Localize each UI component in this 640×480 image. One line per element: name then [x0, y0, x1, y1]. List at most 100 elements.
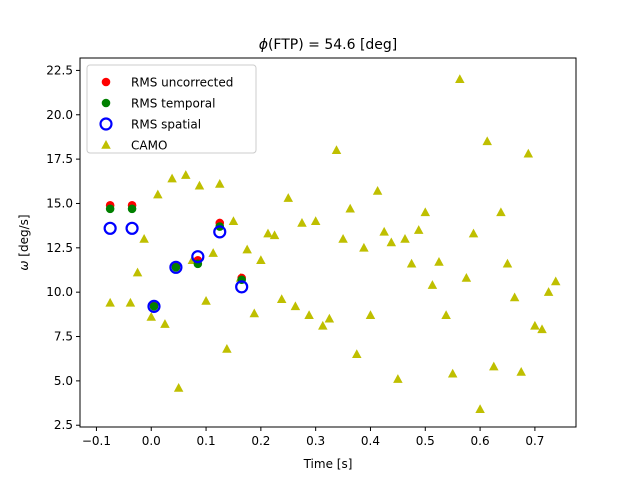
legend: RMS uncorrected RMS temporal RMS spatial CA… — [86, 64, 257, 154]
plot-marks — [103, 74, 561, 414]
title-symbol: ϕ — [259, 37, 268, 53]
point-camo — [345, 203, 355, 213]
y-tick-label: 2.5 — [54, 418, 73, 432]
y-tick-label: 5.0 — [54, 374, 73, 388]
legend-marker-rms-temporal — [101, 98, 111, 108]
x-tick-label: 0.1 — [197, 434, 216, 448]
point-camo — [359, 242, 369, 252]
y-tick-label: 15.0 — [46, 196, 73, 210]
point-camo — [475, 404, 485, 414]
point-camo — [242, 244, 252, 254]
x-tick-label: 0.0 — [142, 434, 161, 448]
point-camo — [105, 297, 115, 307]
legend-box — [86, 64, 257, 154]
point-rms-spatial — [169, 260, 183, 274]
point-camo — [173, 382, 184, 392]
point-camo — [208, 248, 218, 257]
legend-marker-camo — [101, 140, 111, 149]
point-camo — [222, 343, 232, 353]
point-camo — [324, 313, 335, 323]
point-camo — [338, 233, 348, 243]
point-camo — [365, 310, 376, 319]
legend-label-rms-uncorrected: RMS uncorrected — [131, 76, 233, 90]
point-rms-temporal — [127, 204, 137, 214]
point-rms-temporal — [149, 302, 159, 311]
y-tick-label: 12.5 — [46, 241, 73, 255]
point-camo — [276, 294, 287, 304]
point-camo — [400, 233, 410, 243]
point-rms-temporal — [105, 204, 115, 214]
x-tick-label: 0.5 — [416, 434, 435, 448]
point-camo — [331, 145, 342, 154]
y-tick-label: 20.0 — [46, 108, 73, 122]
point-camo — [434, 257, 444, 266]
point-camo — [496, 207, 506, 217]
point-camo — [201, 296, 211, 305]
point-camo — [160, 319, 170, 328]
x-tick-label: 0.7 — [525, 434, 544, 448]
point-camo — [537, 324, 547, 334]
point-camo — [194, 180, 205, 190]
point-camo — [502, 258, 513, 268]
y-axis-label: ω [deg/s] — [17, 214, 31, 270]
y-tick-label: 7.5 — [54, 330, 73, 344]
point-rms-temporal — [171, 263, 181, 272]
point-camo — [482, 136, 492, 146]
point-camo — [489, 361, 499, 371]
point-camo — [249, 308, 260, 318]
point-camo — [516, 367, 526, 376]
point-camo — [228, 216, 239, 225]
chart-title: ϕ(FTP) = 54.6 [deg] — [259, 37, 398, 53]
x-tick-label: 0.3 — [306, 434, 325, 448]
point-camo — [406, 258, 417, 268]
point-camo — [263, 228, 273, 238]
point-camo — [297, 217, 307, 227]
point-camo — [447, 368, 458, 378]
point-rms-spatial — [103, 221, 117, 235]
point-camo — [310, 216, 321, 225]
point-camo — [427, 280, 438, 289]
point-camo — [441, 310, 451, 319]
point-camo — [523, 148, 534, 158]
point-rms-spatial — [191, 250, 205, 264]
legend-marker-rms-spatial — [99, 117, 113, 131]
point-camo — [461, 272, 472, 282]
axes-frame — [79, 57, 577, 428]
point-rms-spatial — [235, 280, 249, 294]
point-camo — [379, 226, 389, 236]
title-text: (FTP) = 54.6 [deg] — [268, 37, 397, 53]
point-camo — [352, 349, 362, 359]
axes: −0.1 0.0 0.1 0.2 0.3 0.4 0.5 0.6 0.7 2.5 5.0 7.5 10.… — [46, 57, 577, 448]
point-camo — [256, 255, 266, 264]
series-rms-spatial — [103, 221, 249, 313]
point-camo — [181, 170, 191, 179]
point-camo — [468, 228, 479, 238]
point-camo — [509, 292, 520, 302]
series-camo — [105, 74, 561, 414]
point-rms-spatial — [125, 221, 139, 235]
point-camo — [413, 225, 424, 234]
point-camo — [215, 178, 225, 188]
point-camo — [167, 173, 177, 183]
point-camo — [146, 312, 156, 321]
point-camo — [125, 297, 136, 307]
y-tick-label: 10.0 — [46, 285, 73, 299]
point-camo — [530, 320, 540, 330]
x-axis-label: Time [s] — [303, 457, 353, 471]
y-tick-label: 22.5 — [46, 63, 73, 77]
point-camo — [393, 374, 403, 383]
x-tick-label: 0.4 — [361, 434, 380, 448]
point-camo — [139, 233, 149, 243]
y-tick-label: 17.5 — [46, 152, 73, 166]
point-camo — [420, 207, 431, 217]
point-camo — [543, 287, 554, 296]
legend-marker-rms-uncorrected — [101, 77, 111, 87]
legend-label-camo: CAMO — [131, 139, 167, 153]
point-camo — [269, 230, 280, 240]
point-camo — [132, 267, 143, 277]
point-camo — [304, 310, 314, 319]
legend-label-rms-spatial: RMS spatial — [131, 118, 201, 132]
x-tick-label: 0.2 — [251, 434, 270, 448]
x-tick-label: −0.1 — [82, 434, 111, 448]
